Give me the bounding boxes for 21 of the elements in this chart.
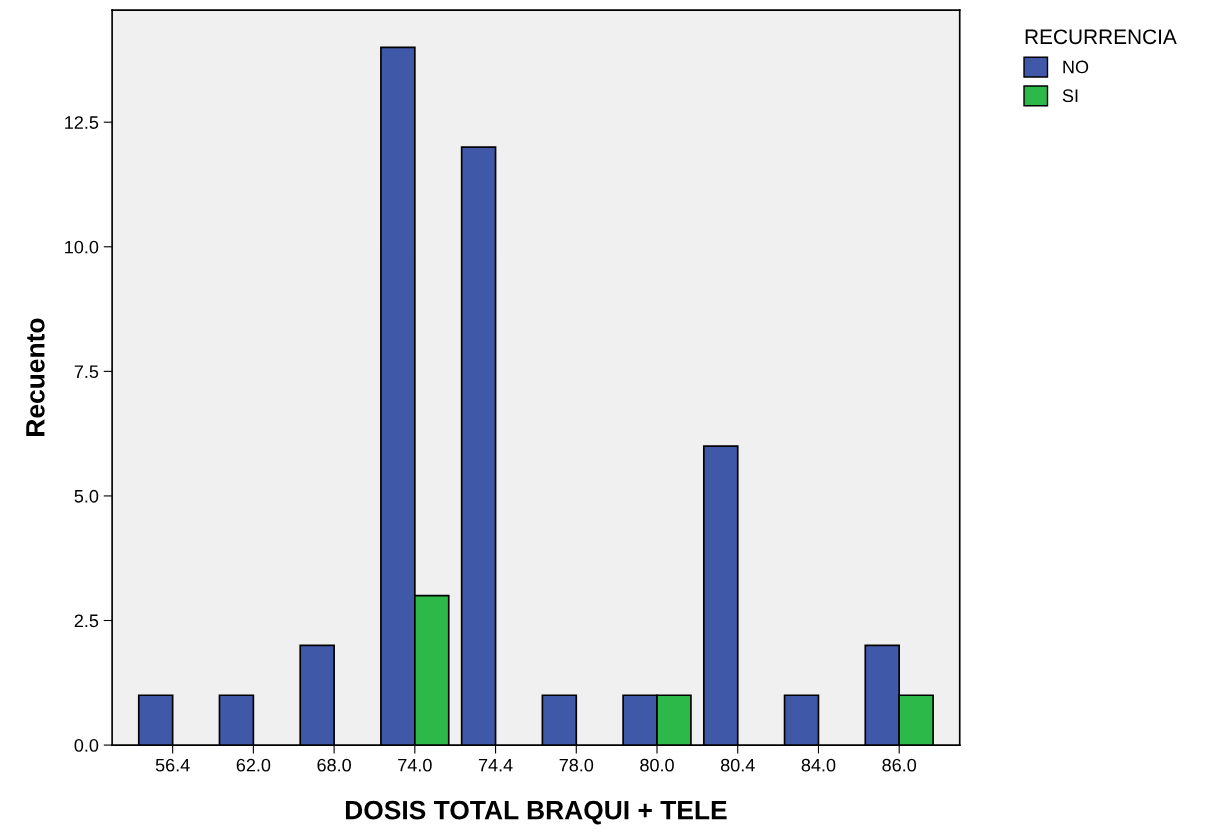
y-tick-label: 2.5 xyxy=(74,614,99,628)
y-tick-label: 0.0 xyxy=(74,739,99,752)
x-tick-label: 68.0 xyxy=(317,758,351,772)
y-axis-title: Recuento xyxy=(26,318,45,436)
x-tick-label: 62.0 xyxy=(236,758,271,772)
x-tick-label: 80.4 xyxy=(720,758,755,772)
y-tick-label: 12.5 xyxy=(65,116,99,129)
legend-label: NO xyxy=(1063,60,1089,74)
y-tick-label: 7.5 xyxy=(74,365,99,379)
y-tick-label: 10.0 xyxy=(65,240,99,254)
legend-title: RECURRENCIA xyxy=(1025,29,1177,45)
x-tick-label: 84.0 xyxy=(801,758,836,772)
x-axis-title: DOSIS TOTAL BRAQUI + TELE xyxy=(345,800,727,825)
y-tick-label: 5.0 xyxy=(74,489,99,503)
legend-label: SI xyxy=(1062,89,1078,103)
x-tick-label: 80.0 xyxy=(640,758,674,772)
x-tick-label: 74.4 xyxy=(478,758,513,772)
x-tick-label: 86.0 xyxy=(882,758,917,772)
x-tick-label: 74.0 xyxy=(398,758,432,772)
x-tick-label: 78.0 xyxy=(559,758,594,772)
x-tick-label: 56.4 xyxy=(155,758,190,772)
